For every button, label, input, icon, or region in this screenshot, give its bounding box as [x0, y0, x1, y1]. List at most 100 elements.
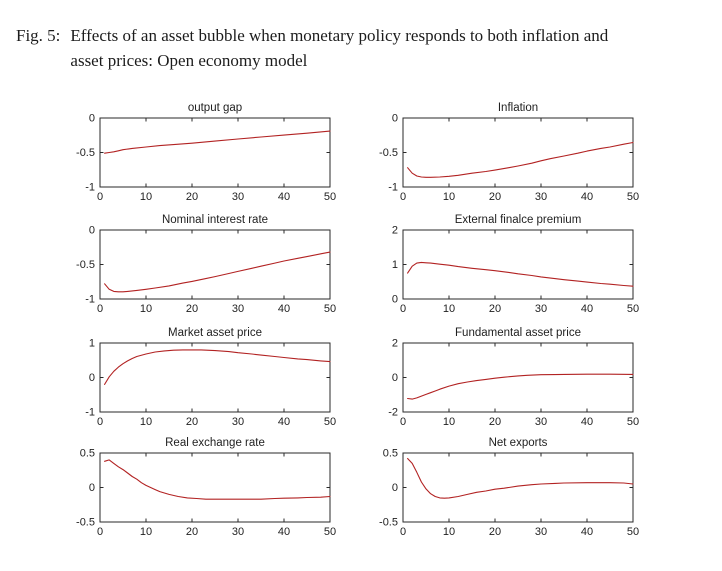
x-tick-label: 0	[97, 303, 103, 315]
x-tick-label: 30	[535, 303, 547, 315]
figure-caption: Fig. 5: Effects of an asset bubble when …	[16, 23, 608, 73]
figure-number-label: Fig. 5:	[16, 26, 61, 45]
x-tick-label: 10	[140, 191, 152, 203]
x-tick-label: 40	[278, 526, 290, 538]
subplot-title: Real exchange rate	[165, 437, 265, 449]
axes-frame	[99, 117, 331, 188]
x-tick-label: 30	[232, 416, 244, 428]
response-line	[104, 349, 331, 385]
y-tick-label: 0	[89, 372, 95, 384]
x-tick-label: 0	[97, 526, 103, 538]
plot-canvas: 0 10 20 30 40 50 0 -0.5 -1 Nominal interest rate	[76, 214, 336, 315]
y-tick-label: 2	[392, 338, 398, 350]
x-tick-label: 40	[581, 526, 593, 538]
subplot-title: Inflation	[498, 102, 538, 114]
x-tick-label: 50	[627, 191, 639, 203]
x-tick-label: 20	[489, 191, 501, 203]
axes-frame	[402, 229, 634, 300]
x-tick-label: 40	[278, 303, 290, 315]
x-tick-label: 50	[627, 526, 639, 538]
subplot-title: Net exports	[489, 437, 548, 449]
x-tick-label: 30	[232, 303, 244, 315]
x-tick-label: 30	[535, 191, 547, 203]
x-tick-label: 40	[278, 416, 290, 428]
x-tick-label: 10	[443, 303, 455, 315]
y-tick-label: 0.5	[80, 448, 95, 460]
caption-line-1: Effects of an asset bubble when monetary…	[70, 26, 609, 45]
x-tick-label: 50	[324, 526, 336, 538]
y-tick-label: 1	[392, 259, 398, 271]
x-tick-label: 10	[140, 416, 152, 428]
y-tick-label: 0	[89, 113, 95, 125]
subplot-real-exchange-rate: 0 10 20 30 40 50 0.5 0 -0.5 Real exchange rate	[55, 435, 347, 541]
y-tick-label: -0.5	[379, 517, 398, 529]
x-tick-label: 20	[186, 191, 198, 203]
y-tick-label: -2	[388, 407, 398, 419]
y-tick-label: 0	[392, 294, 398, 306]
y-tick-label: -1	[85, 294, 95, 306]
x-tick-label: 10	[443, 191, 455, 203]
subplot-inflation: 0 10 20 30 40 50 0 -0.5 -1 Inflation	[358, 100, 650, 206]
y-tick-label: 2	[392, 225, 398, 237]
response-line	[104, 251, 331, 293]
response-line	[407, 141, 634, 178]
x-tick-label: 0	[97, 191, 103, 203]
axes-frame	[402, 452, 634, 523]
x-tick-label: 10	[140, 526, 152, 538]
axes-frame	[99, 452, 331, 523]
y-tick-label: 0	[392, 113, 398, 125]
x-tick-label: 50	[324, 191, 336, 203]
y-tick-label: 0	[392, 482, 398, 494]
x-tick-label: 10	[443, 526, 455, 538]
subplot-net-exports: 0 10 20 30 40 50 0.5 0 -0.5 Net exports	[358, 435, 650, 541]
x-tick-label: 0	[400, 416, 406, 428]
plot-canvas: 0 10 20 30 40 50 0 -0.5 -1 output gap	[76, 102, 336, 203]
y-tick-label: -0.5	[76, 259, 95, 271]
y-tick-label: -0.5	[76, 147, 95, 159]
x-tick-label: 50	[627, 416, 639, 428]
subplot-title: Fundamental asset price	[455, 327, 581, 339]
x-tick-label: 30	[535, 416, 547, 428]
x-tick-label: 0	[97, 416, 103, 428]
caption-line-2: asset prices: Open economy model	[70, 51, 308, 70]
x-tick-label: 10	[443, 416, 455, 428]
x-tick-label: 20	[489, 526, 501, 538]
x-tick-label: 40	[581, 416, 593, 428]
response-line	[407, 261, 634, 287]
response-line	[104, 130, 331, 154]
response-line	[104, 459, 331, 500]
x-tick-label: 40	[581, 303, 593, 315]
y-tick-label: -0.5	[76, 517, 95, 529]
axes-frame	[99, 229, 331, 300]
y-tick-label: 0.5	[383, 448, 398, 460]
y-tick-label: -1	[85, 182, 95, 194]
axes-frame	[99, 342, 331, 413]
x-tick-label: 20	[489, 303, 501, 315]
x-tick-label: 20	[489, 416, 501, 428]
subplot-title: output gap	[188, 102, 242, 114]
x-tick-label: 30	[535, 526, 547, 538]
x-tick-label: 40	[278, 191, 290, 203]
response-line	[407, 373, 634, 400]
y-tick-label: -1	[388, 182, 398, 194]
subplot-output-gap: 0 10 20 30 40 50 0 -0.5 -1 output gap	[55, 100, 347, 206]
plot-canvas: 0 10 20 30 40 50 0 -0.5 -1 Inflation	[379, 102, 639, 203]
x-tick-label: 30	[232, 191, 244, 203]
x-tick-label: 50	[627, 303, 639, 315]
subplot-fundamental-asset-price: 0 10 20 30 40 50 2 0 -2 Fundamental asset price	[358, 325, 650, 431]
x-tick-label: 20	[186, 526, 198, 538]
subplot-nominal-interest-rate: 0 10 20 30 40 50 0 -0.5 -1 Nominal interest rate	[55, 212, 347, 318]
y-tick-label: 0	[89, 482, 95, 494]
subplot-external-finance-premium: 0 10 20 30 40 50 2 1 0 External finalce premium	[358, 212, 650, 318]
subplot-market-asset-price: 0 10 20 30 40 50 1 0 -1 Market asset price	[55, 325, 347, 431]
y-tick-label: 0	[392, 372, 398, 384]
x-tick-label: 50	[324, 303, 336, 315]
axes-frame	[402, 342, 634, 413]
figure-caption-text: Effects of an asset bubble when monetary…	[70, 23, 608, 73]
